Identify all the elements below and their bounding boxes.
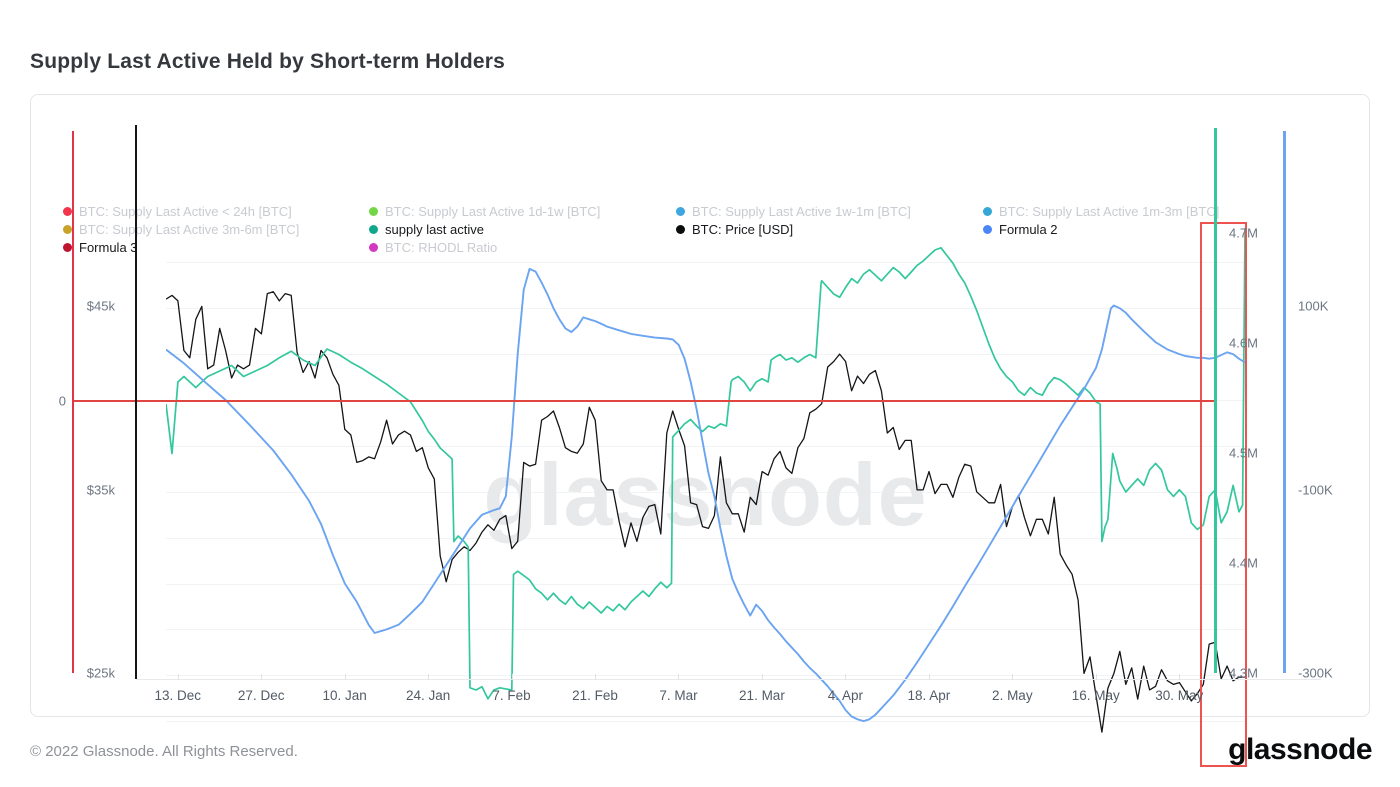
legend-label: BTC: Price [USD] [692,221,794,237]
legend-item[interactable]: supply last active [369,220,600,238]
gridline [166,675,1245,677]
legend-label: Formula 2 [999,221,1058,237]
series-canvas [166,227,1245,733]
price-axis-line [135,125,137,679]
date-tick-label: 2. May [992,688,1033,703]
date-tick-mark [928,674,930,680]
legend-column: BTC: Supply Last Active 1m-3m [BTC] Formu… [983,202,1219,238]
legend-item[interactable]: BTC: Price [USD] [676,220,911,238]
legend-item[interactable]: Formula 2 [983,220,1219,238]
gridline [166,537,1245,539]
legend-dot-icon [369,206,378,216]
date-tick-label: 18. Apr [907,688,951,703]
gridline [166,583,1245,585]
date-tick-mark [428,674,430,680]
date-tick-label: 30. May [1155,688,1204,703]
date-tick-mark [761,674,763,680]
legend-item[interactable]: BTC: Supply Last Active 1w-1m [BTC] [676,202,911,220]
gridline [166,308,1245,310]
date-tick-label: 7. Mar [659,688,698,703]
formula2-tick-label: -300K [1298,665,1333,681]
gridline [166,629,1245,631]
formula3-tick-label: 0 [58,393,66,409]
gridline [166,721,1245,723]
legend-column: BTC: Supply Last Active 1w-1m [BTC] BTC: … [676,202,911,238]
date-tick-label: 24. Jan [405,688,451,703]
legend-label: BTC: Supply Last Active 1d-1w [BTC] [385,203,601,219]
date-tick-label: 16. May [1071,688,1120,703]
legend-dot-icon [983,206,992,216]
legend-item[interactable]: BTC: Supply Last Active 3m-6m [BTC] [63,220,299,238]
date-tick-label: 4. Apr [827,688,864,703]
date-tick-mark [177,674,179,680]
date-tick-label: 21. Mar [739,688,785,703]
date-tick-label: 21. Feb [572,688,618,703]
gridline [166,445,1245,447]
legend-dot-icon [63,206,72,216]
date-tick-mark [1179,674,1181,680]
date-tick-mark [1095,674,1097,680]
legend-dot-icon [676,224,685,234]
price-tick-label: $35k [86,482,115,497]
x-axis-baseline [136,679,1321,680]
date-tick-mark [511,674,513,680]
supply-tick-label: 4.4M [1229,555,1258,571]
price-tick-label: $45k [86,298,115,314]
legend-label: BTC: RHODL Ratio [385,239,498,255]
legend-item[interactable]: BTC: Supply Last Active < 24h [BTC] [63,202,299,220]
legend-label: BTC: Supply Last Active < 24h [BTC] [79,203,292,219]
formula2-tick-label: 100K [1298,298,1329,314]
date-tick-mark [595,674,597,680]
legend-dot-icon [63,242,72,252]
legend-dot-icon [63,224,72,234]
legend-item[interactable]: BTC: RHODL Ratio [369,238,600,256]
highlight-region-box [1200,222,1247,767]
date-tick-label: 7. Feb [492,688,531,703]
legend-dot-icon [369,224,378,234]
date-tick-label: 27. Dec [237,688,285,703]
date-tick-mark [678,674,680,680]
formula2-axis-line [1283,131,1286,673]
supply-tick-label: 4.7M [1229,225,1258,241]
gridline [166,262,1245,264]
legend-label: BTC: Supply Last Active 3m-6m [BTC] [79,221,300,237]
date-tick-mark [1012,674,1014,680]
legend-dot-icon [676,206,685,216]
copyright-text: © 2022 Glassnode. All Rights Reserved. [30,743,298,760]
btc-price-usd--line [166,291,1245,733]
legend-item[interactable]: BTC: Supply Last Active 1m-3m [BTC] [983,202,1219,220]
glassnode-logo: glassnode [1228,733,1372,766]
formula3-zero-line [73,400,1215,402]
legend-item[interactable]: BTC: Supply Last Active 1d-1w [BTC] [369,202,600,220]
date-tick-label: 10. Jan [322,688,367,703]
supply-tick-label: 4.6M [1229,335,1258,351]
legend-label: Formula 3 [79,239,138,255]
supply-axis-line [1214,128,1217,673]
gridline [166,491,1245,493]
supply-tick-label: 4.3M [1229,665,1258,681]
date-tick-label: 13. Dec [154,688,201,703]
gridline [166,354,1245,356]
price-tick-label: $25k [86,665,115,681]
legend-label: supply last active [385,221,484,237]
formula3-axis-line [72,131,74,673]
formula-2-line [166,267,1245,723]
date-tick-mark [261,674,263,680]
legend-label: BTC: Supply Last Active 1m-3m [BTC] [999,203,1220,219]
chart-card: BTC: Supply Last Active < 24h [BTC] BTC: … [30,94,1370,767]
page-title: Supply Last Active Held by Short-term Ho… [30,50,505,74]
legend-dot-icon [983,224,992,234]
legend-label: BTC: Supply Last Active 1w-1m [BTC] [692,203,911,219]
legend-dot-icon [369,242,378,252]
supply-last-active-line [166,227,1245,700]
legend-item[interactable]: Formula 3 [63,238,299,256]
legend-column: BTC: Supply Last Active < 24h [BTC] BTC: … [63,202,299,256]
legend-column: BTC: Supply Last Active 1d-1w [BTC] suppl… [369,202,600,256]
date-tick-mark [344,674,346,680]
supply-tick-label: 4.5M [1229,445,1258,461]
date-tick-mark [845,674,847,680]
formula2-tick-label: -100K [1298,482,1333,497]
plot-area[interactable]: glassnode [166,222,1247,767]
